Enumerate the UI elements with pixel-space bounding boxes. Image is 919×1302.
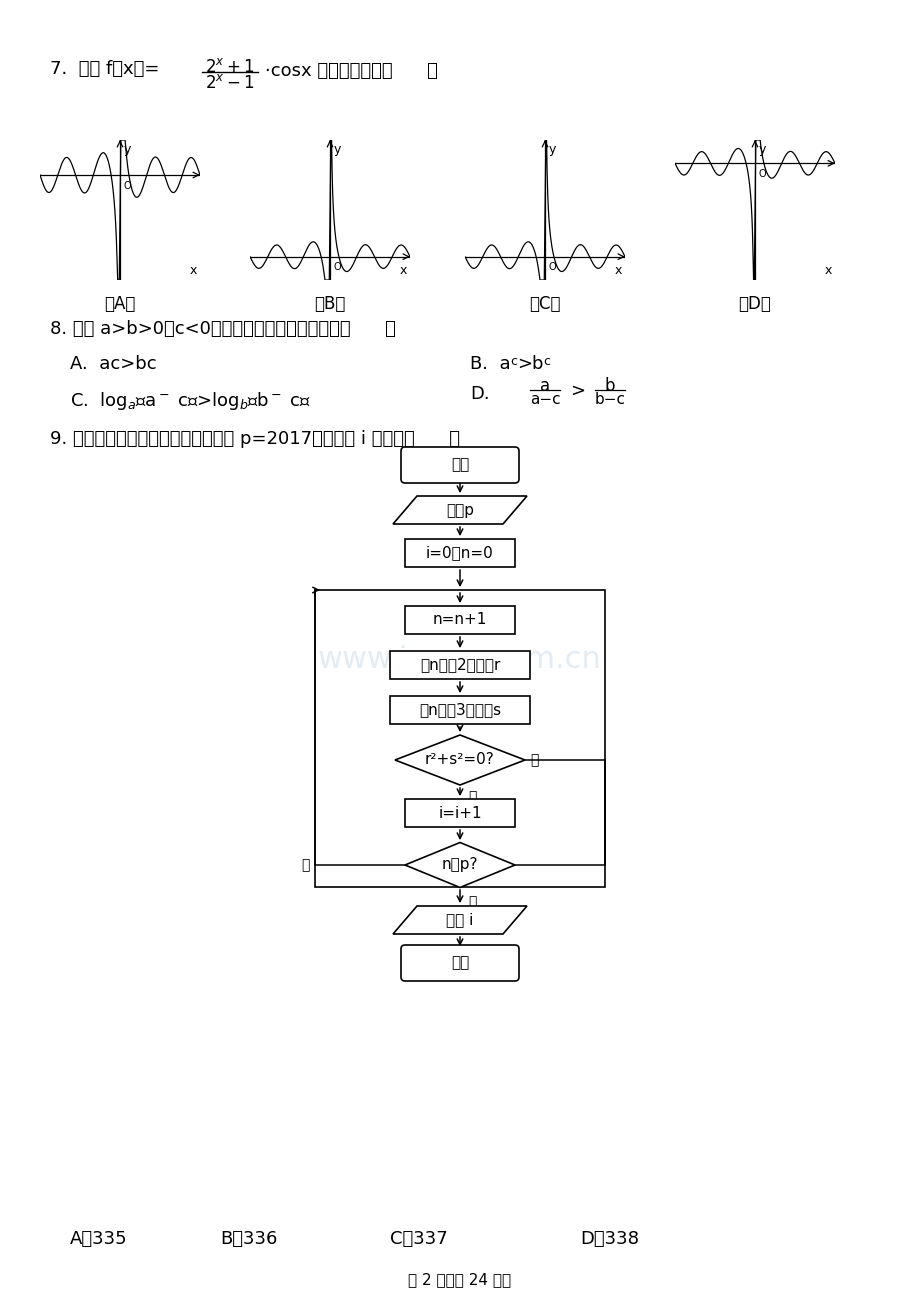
Text: c: c — [509, 355, 516, 368]
Text: 第 2 页（共 24 页）: 第 2 页（共 24 页） — [408, 1272, 511, 1286]
Text: （D）: （D） — [738, 296, 771, 312]
Text: O: O — [548, 262, 555, 272]
Text: 7.  函数 f（x）=: 7. 函数 f（x）= — [50, 60, 159, 78]
Text: （A）: （A） — [104, 296, 135, 312]
Text: 9. 执行如图所示的程序框图，若输入 p=2017，则输出 i 的值为（      ）: 9. 执行如图所示的程序框图，若输入 p=2017，则输出 i 的值为（ ） — [50, 430, 460, 448]
Text: 开始: 开始 — [450, 457, 469, 473]
Text: x: x — [189, 264, 197, 277]
Text: ·cosx 的图象大致是（      ）: ·cosx 的图象大致是（ ） — [265, 62, 437, 79]
FancyBboxPatch shape — [401, 447, 518, 483]
Polygon shape — [392, 906, 527, 934]
Text: C．337: C．337 — [390, 1230, 448, 1249]
Text: n＜p?: n＜p? — [441, 858, 478, 872]
Text: >: > — [570, 381, 584, 400]
Text: n=n+1: n=n+1 — [432, 612, 487, 628]
Text: 否: 否 — [468, 894, 476, 909]
Text: c: c — [542, 355, 550, 368]
Text: $2^x+1$: $2^x+1$ — [205, 59, 255, 76]
Text: $2^x-1$: $2^x-1$ — [205, 74, 255, 92]
Text: 求n除以2的余数r: 求n除以2的余数r — [419, 658, 500, 673]
Text: B.  a: B. a — [470, 355, 510, 372]
Text: B．336: B．336 — [220, 1230, 277, 1249]
Text: O: O — [123, 181, 130, 190]
Text: i=i+1: i=i+1 — [437, 806, 482, 820]
Text: C.  log$_a$（a$^-$ c）>log$_b$（b$^-$ c）: C. log$_a$（a$^-$ c）>log$_b$（b$^-$ c） — [70, 391, 311, 411]
Polygon shape — [394, 736, 525, 785]
Text: b−c: b−c — [594, 392, 625, 408]
Text: y: y — [757, 143, 765, 156]
Text: a−c: a−c — [529, 392, 560, 408]
Text: O: O — [757, 169, 765, 178]
Text: a: a — [539, 378, 550, 395]
FancyBboxPatch shape — [404, 605, 515, 634]
Polygon shape — [404, 842, 515, 888]
Text: 结束: 结束 — [450, 956, 469, 970]
Text: y: y — [123, 143, 130, 156]
Text: 输入p: 输入p — [446, 503, 473, 517]
Text: www.jyeoo.com.cn: www.jyeoo.com.cn — [318, 646, 601, 674]
Text: （B）: （B） — [314, 296, 346, 312]
Text: i=0，n=0: i=0，n=0 — [425, 546, 494, 560]
Polygon shape — [392, 496, 527, 523]
Text: >b: >b — [516, 355, 543, 372]
Text: 否: 否 — [529, 753, 538, 767]
FancyBboxPatch shape — [390, 651, 529, 680]
Text: A.  ac>bc: A. ac>bc — [70, 355, 156, 372]
Text: 8. 已知 a>b>0，c<0，下列不等关系中正确的是（      ）: 8. 已知 a>b>0，c<0，下列不等关系中正确的是（ ） — [50, 320, 395, 339]
FancyBboxPatch shape — [390, 697, 529, 724]
Text: x: x — [614, 264, 621, 277]
Text: 输出 i: 输出 i — [446, 913, 473, 927]
Text: A．335: A．335 — [70, 1230, 128, 1249]
Text: （C）: （C） — [528, 296, 561, 312]
Text: 是: 是 — [301, 858, 310, 872]
Text: D．338: D．338 — [579, 1230, 639, 1249]
Text: D.: D. — [470, 385, 489, 404]
Text: O: O — [333, 262, 340, 272]
Text: 是: 是 — [468, 790, 476, 805]
Text: x: x — [399, 264, 406, 277]
Text: r²+s²=0?: r²+s²=0? — [425, 753, 494, 767]
Text: y: y — [333, 143, 340, 156]
FancyBboxPatch shape — [404, 799, 515, 827]
FancyBboxPatch shape — [404, 539, 515, 566]
Text: y: y — [548, 143, 555, 156]
Text: x: x — [823, 264, 831, 277]
FancyBboxPatch shape — [401, 945, 518, 980]
Text: 求n除以3的余数s: 求n除以3的余数s — [418, 703, 501, 717]
Text: b: b — [604, 378, 615, 395]
